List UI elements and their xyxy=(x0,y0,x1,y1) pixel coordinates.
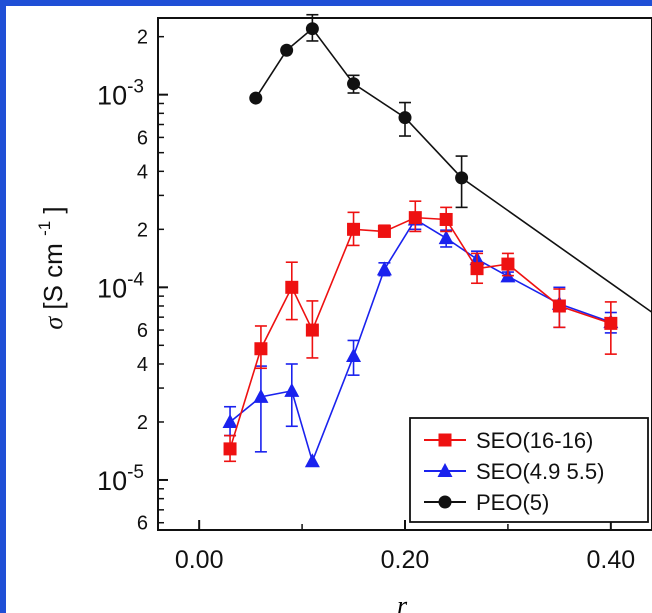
data-point xyxy=(254,342,268,356)
y-tick-label: 10-3 xyxy=(97,77,144,111)
y-axis-label-exponent: -1 xyxy=(35,221,54,236)
series-circle xyxy=(249,13,652,314)
data-point xyxy=(305,323,319,337)
figure-frame: 0.00 0.20 0.40 10-5 10-4 10-3 6 2 4 6 2 4 6 2 SEO(16-… xyxy=(6,6,652,613)
data-point xyxy=(305,22,319,36)
data-point xyxy=(501,257,515,271)
axes: 0.00 0.20 0.40 10-5 10-4 10-3 6 2 4 6 2 4 6 2 xyxy=(97,17,652,574)
x-tick-label: 0.40 xyxy=(586,546,635,574)
data-point xyxy=(438,230,454,245)
data-point xyxy=(377,224,391,238)
data-point xyxy=(398,111,412,125)
y-axis-label-text: [S cm xyxy=(38,243,68,309)
data-point xyxy=(346,348,362,363)
data-point xyxy=(285,280,299,294)
y-axis-label-close: ] xyxy=(38,206,68,213)
data-point xyxy=(280,43,294,57)
data-point xyxy=(408,211,422,225)
data-point xyxy=(304,453,320,468)
y-minor-tick-label: 6 xyxy=(137,513,148,535)
data-point xyxy=(284,382,300,397)
legend-marker xyxy=(438,495,452,509)
y-minor-tick-label: 4 xyxy=(137,354,148,376)
legend-marker xyxy=(438,433,452,447)
y-minor-tick-label: 6 xyxy=(137,127,148,149)
y-minor-tick-label: 2 xyxy=(137,412,148,434)
data-point xyxy=(249,91,263,105)
data-point xyxy=(222,413,238,428)
y-minor-tick-label: 2 xyxy=(137,219,148,241)
legend-marker xyxy=(437,463,453,477)
data-point xyxy=(470,262,484,276)
y-tick-label: 10-4 xyxy=(97,269,144,303)
data-point xyxy=(439,212,453,226)
y-minor-tick-label: 4 xyxy=(137,161,148,183)
data-point xyxy=(376,261,392,276)
data-point xyxy=(455,171,469,185)
y-minor-tick-label: 6 xyxy=(137,320,148,342)
y-axis-label-symbol: σ xyxy=(39,316,68,330)
data-point xyxy=(552,299,566,313)
x-tick-label: 0.00 xyxy=(175,546,224,574)
y-axis-label: σ [S cm -1 ] xyxy=(26,206,68,329)
data-point xyxy=(347,77,361,91)
chart-svg: 0.00 0.20 0.40 10-5 10-4 10-3 6 2 4 6 2 4 6 2 SEO(16-… xyxy=(26,13,652,613)
x-axis-label: r xyxy=(397,591,408,613)
series-line xyxy=(229,218,612,464)
series-layer xyxy=(222,13,652,468)
series-square xyxy=(223,200,618,463)
data-point xyxy=(347,222,361,236)
data-point xyxy=(223,442,237,456)
data-point xyxy=(604,316,618,330)
legend: SEO(16-16) SEO(4.9 5.5) PEO(5) xyxy=(409,417,649,523)
y-minor-tick-label: 2 xyxy=(137,27,148,49)
series-line xyxy=(229,216,612,450)
y-tick-label: 10-5 xyxy=(97,462,144,496)
legend-label: SEO(4.9 5.5) xyxy=(476,459,604,484)
data-point xyxy=(253,388,269,403)
legend-label: SEO(16-16) xyxy=(476,428,593,453)
legend-label: PEO(5) xyxy=(476,490,549,515)
series-line xyxy=(255,27,652,314)
x-tick-label: 0.20 xyxy=(381,546,430,574)
